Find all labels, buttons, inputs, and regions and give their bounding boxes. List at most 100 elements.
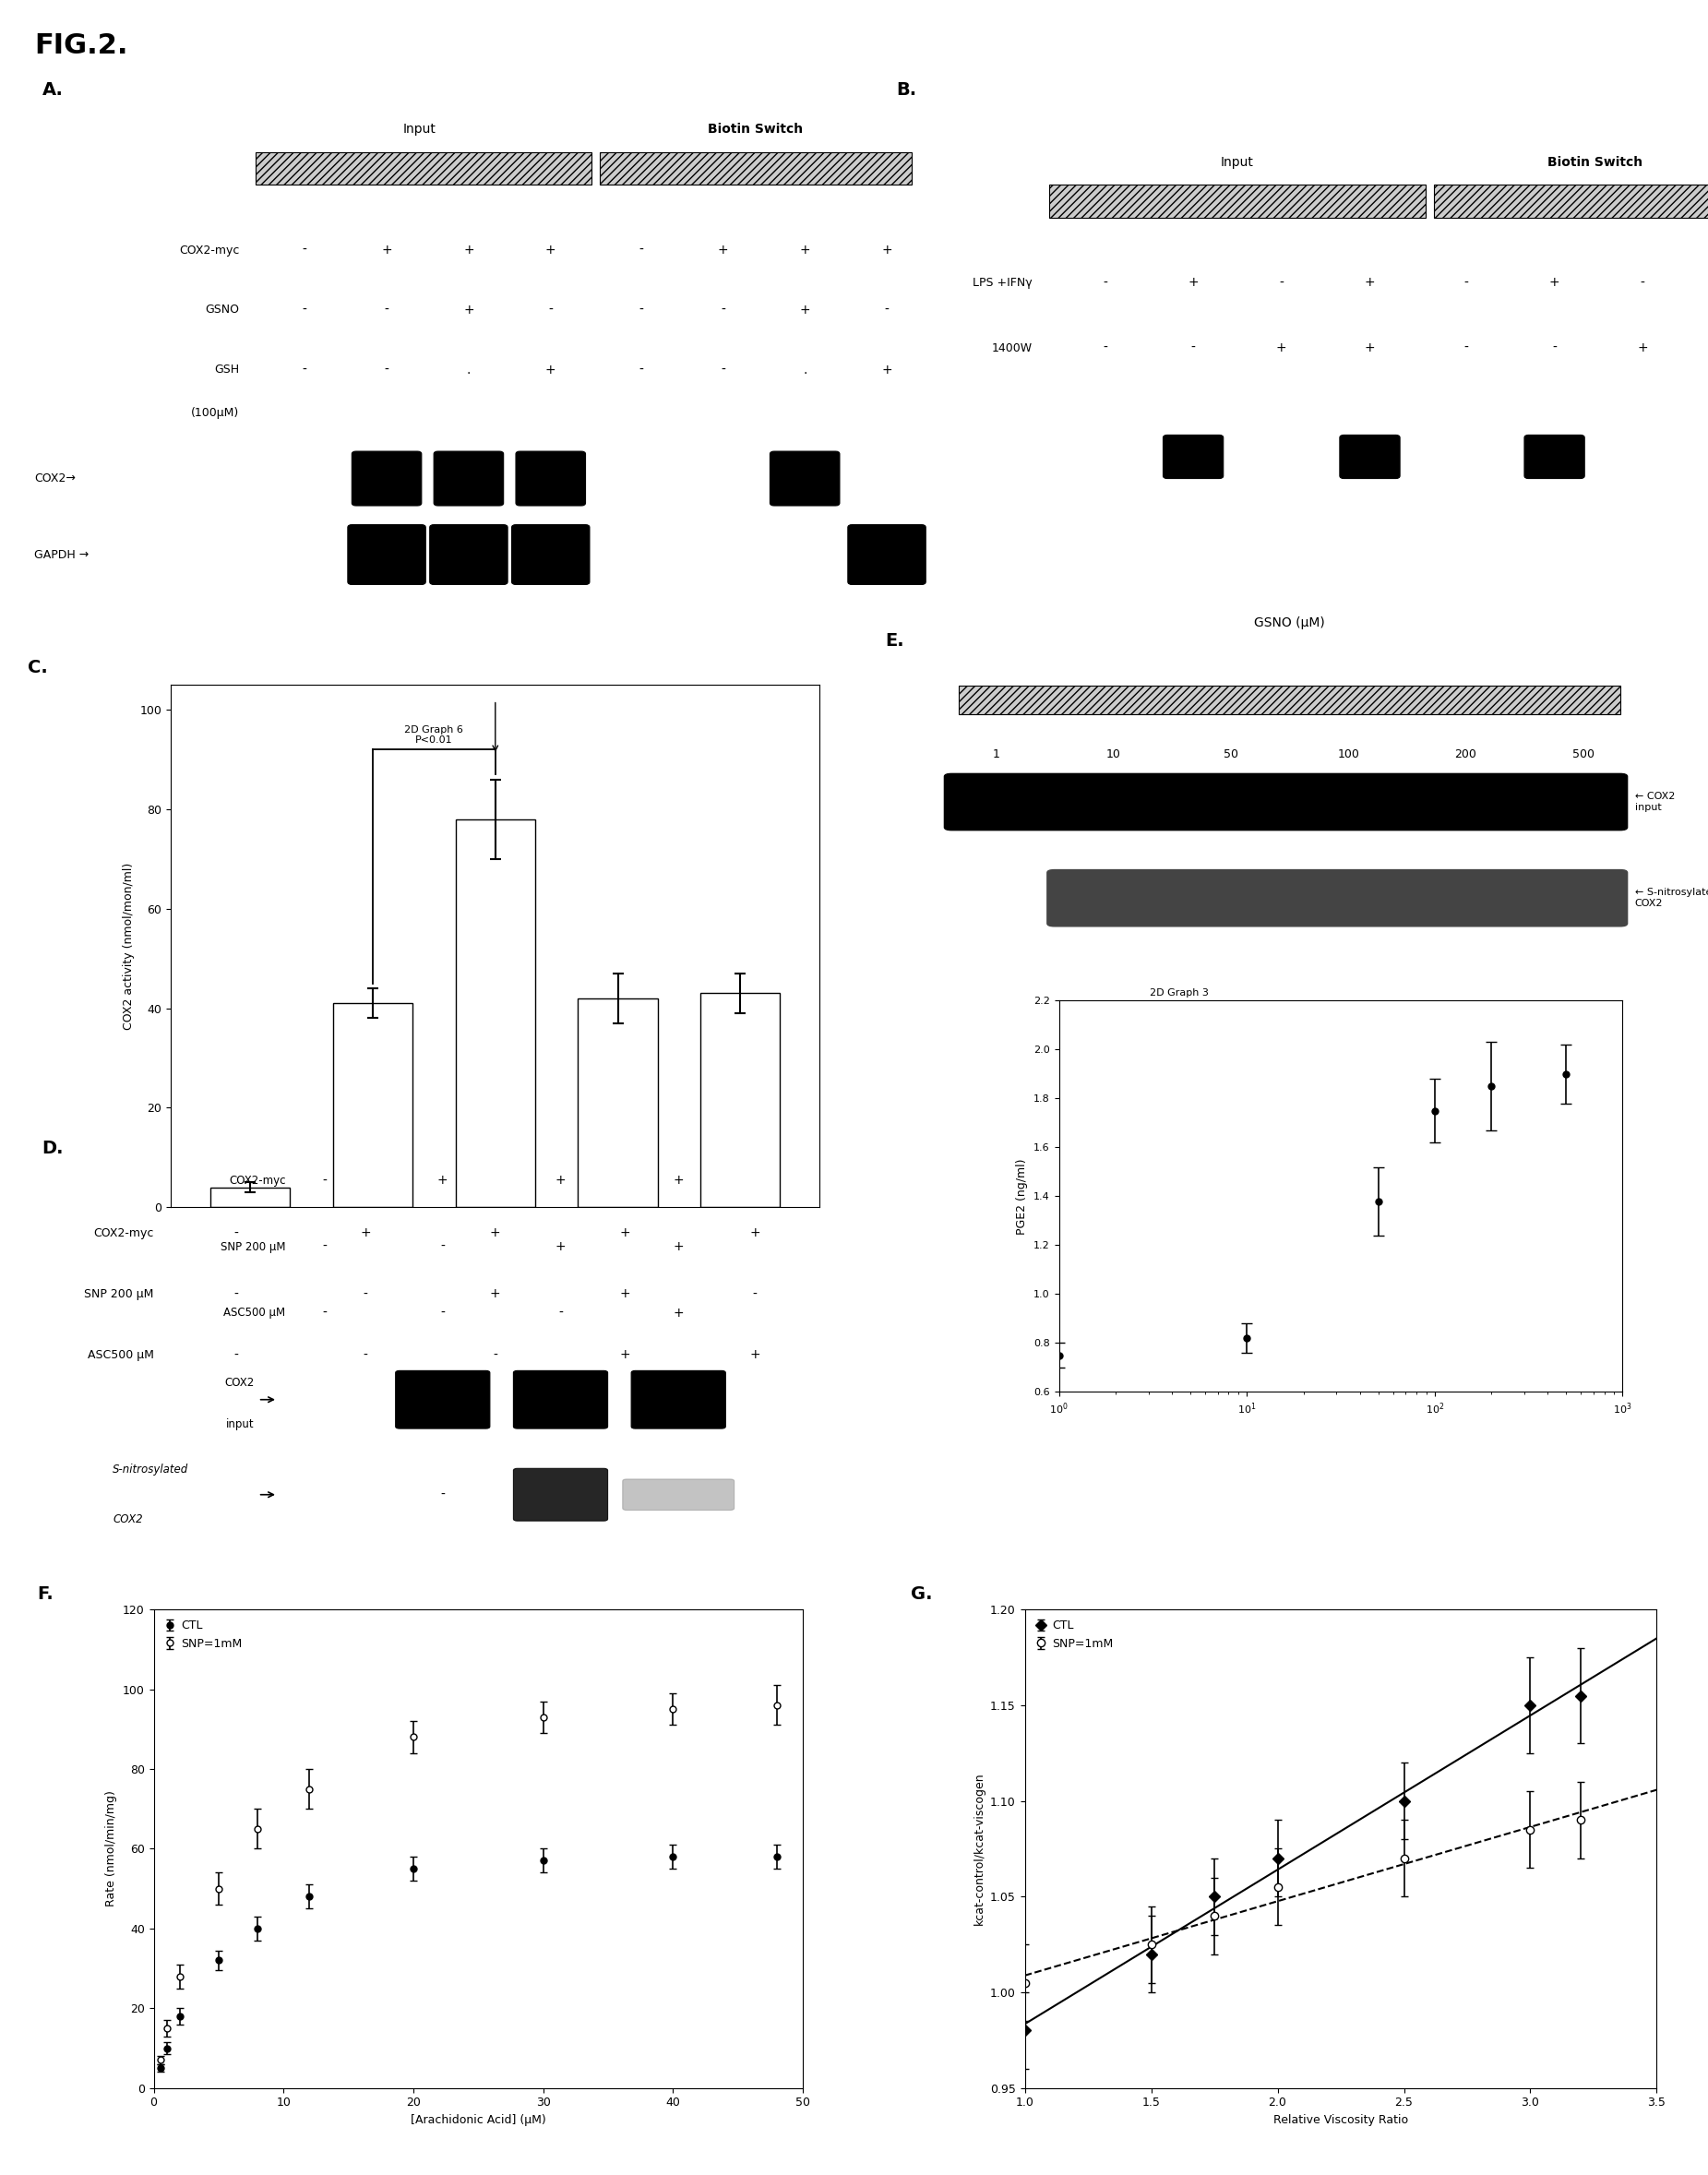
Text: +: + [673, 1174, 683, 1188]
Text: B.: B. [897, 80, 917, 100]
Text: GSNO: GSNO [205, 304, 239, 315]
Text: +: + [1187, 276, 1199, 289]
Text: -: - [494, 1348, 497, 1362]
Text: -: - [441, 1488, 446, 1501]
Text: -: - [234, 1348, 237, 1362]
Text: D.: D. [43, 1140, 63, 1157]
Text: +: + [1638, 341, 1648, 355]
FancyBboxPatch shape [600, 152, 912, 185]
Text: +: + [381, 244, 393, 257]
Text: (100μM): (100μM) [191, 407, 239, 420]
Text: -: - [302, 363, 307, 376]
Text: +: + [673, 1307, 683, 1320]
FancyBboxPatch shape [514, 1468, 608, 1520]
Text: GAPDH →: GAPDH → [34, 548, 89, 561]
Text: +: + [750, 1227, 760, 1240]
Text: .: . [466, 363, 471, 376]
Text: +: + [360, 1227, 371, 1240]
X-axis label: [Arachidonic Acid] (μM): [Arachidonic Acid] (μM) [410, 2114, 547, 2127]
Text: 2D Graph 6
P<0.01: 2D Graph 6 P<0.01 [405, 724, 463, 744]
Text: 500: 500 [1573, 748, 1594, 761]
Text: -: - [234, 1288, 237, 1301]
Text: E.: E. [885, 631, 905, 650]
Text: -: - [1640, 276, 1645, 289]
Text: +: + [750, 1348, 760, 1362]
Text: +: + [463, 304, 475, 315]
Text: ASC500 μM: ASC500 μM [87, 1348, 154, 1362]
Text: -: - [639, 304, 644, 315]
Bar [210, 1188, 290, 1207]
Text: +: + [1365, 276, 1375, 289]
Text: Input: Input [1221, 157, 1254, 170]
Text: F.: F. [38, 1586, 53, 1603]
Text: -: - [234, 1227, 237, 1240]
Text: +: + [799, 304, 810, 315]
X-axis label: Relative Viscosity Ratio: Relative Viscosity Ratio [1274, 2114, 1407, 2127]
FancyBboxPatch shape [632, 1370, 726, 1429]
Text: +: + [881, 244, 892, 257]
Text: +: + [555, 1240, 565, 1253]
Text: -: - [1190, 341, 1196, 355]
Text: -: - [1464, 341, 1469, 355]
Text: -: - [721, 363, 726, 376]
Text: GSNO (μM): GSNO (μM) [1254, 616, 1325, 629]
Text: -: - [721, 304, 726, 315]
Text: 100: 100 [1337, 748, 1360, 761]
Y-axis label: COX2 activity (nmol/mon/ml): COX2 activity (nmol/mon/ml) [123, 863, 135, 1029]
FancyBboxPatch shape [396, 1370, 490, 1429]
Text: A.: A. [43, 80, 63, 100]
Text: -: - [1103, 341, 1107, 355]
Text: -: - [1553, 341, 1556, 355]
Text: +: + [545, 244, 557, 257]
Text: SNP 200 μM: SNP 200 μM [220, 1240, 285, 1253]
FancyBboxPatch shape [434, 452, 504, 507]
Text: +: + [673, 1240, 683, 1253]
Text: -: - [384, 304, 389, 315]
Text: 2D Graph 3: 2D Graph 3 [1149, 987, 1209, 998]
Text: -: - [323, 1307, 328, 1320]
Text: 50: 50 [1223, 748, 1238, 761]
Bar [577, 998, 658, 1207]
Text: +: + [717, 244, 728, 257]
Text: -: - [302, 244, 307, 257]
Text: Biotin Switch: Biotin Switch [1547, 157, 1641, 170]
Text: G.: G. [910, 1586, 933, 1603]
FancyBboxPatch shape [945, 774, 1628, 831]
Text: FIG.2.: FIG.2. [34, 33, 128, 59]
Text: 1: 1 [992, 748, 999, 761]
Text: .: . [803, 363, 806, 376]
Text: +: + [799, 244, 810, 257]
FancyBboxPatch shape [516, 452, 586, 507]
FancyBboxPatch shape [960, 685, 1619, 713]
Text: -: - [1103, 276, 1107, 289]
Text: -: - [441, 1240, 446, 1253]
Text: 10: 10 [1107, 748, 1120, 761]
Text: COX2-myc: COX2-myc [179, 244, 239, 257]
Text: -: - [302, 304, 307, 315]
Text: C.: C. [27, 659, 48, 676]
Text: input: input [225, 1418, 254, 1431]
Text: -: - [885, 304, 890, 315]
Legend: CTL, SNP=1mM: CTL, SNP=1mM [1030, 1616, 1119, 1655]
Text: Biotin Switch: Biotin Switch [709, 124, 803, 135]
Legend: CTL, SNP=1mM: CTL, SNP=1mM [159, 1616, 248, 1655]
Text: +: + [545, 363, 557, 376]
FancyBboxPatch shape [770, 452, 840, 507]
Text: Input: Input [403, 124, 436, 135]
Text: COX2: COX2 [224, 1377, 254, 1390]
FancyBboxPatch shape [1047, 870, 1628, 927]
Text: ASC500 μM: ASC500 μM [224, 1307, 285, 1318]
Text: +: + [555, 1174, 565, 1188]
FancyBboxPatch shape [348, 524, 425, 585]
Text: +: + [490, 1227, 500, 1240]
Text: COX2-myc: COX2-myc [229, 1174, 285, 1188]
Text: +: + [881, 363, 892, 376]
Text: -: - [364, 1348, 367, 1362]
Text: COX2→: COX2→ [34, 472, 75, 485]
Text: -: - [1464, 276, 1469, 289]
Text: +: + [490, 1288, 500, 1301]
Text: ← S-nitrosylated
COX2: ← S-nitrosylated COX2 [1635, 887, 1708, 907]
Text: -: - [559, 1307, 564, 1320]
Text: +: + [1365, 341, 1375, 355]
Text: +: + [1276, 341, 1286, 355]
